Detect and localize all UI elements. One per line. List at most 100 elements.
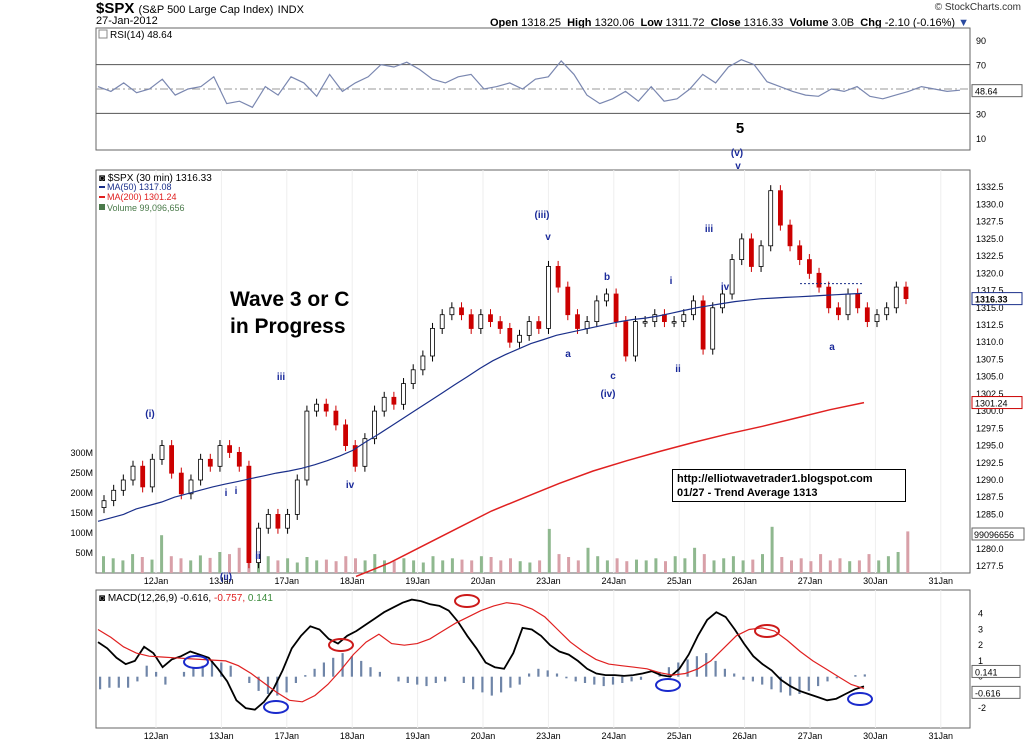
macd-histogram-bar	[444, 676, 447, 682]
rsi-tick-label: 70	[976, 61, 986, 71]
price-candle	[594, 300, 600, 322]
macd-histogram-bar	[192, 667, 195, 677]
macd-histogram-bar	[332, 657, 335, 677]
low-value: 1311.72	[665, 17, 705, 29]
macd-histogram-bar	[826, 676, 829, 682]
price-candle	[497, 321, 503, 329]
price-tick-label: 1287.5	[976, 492, 1004, 502]
macd-panel-frame	[95, 589, 971, 729]
macd-histogram-bar	[621, 676, 624, 683]
volume-bar	[896, 552, 900, 573]
annotation-url[interactable]: http://elliotwavetrader1.blogspot.com	[677, 473, 873, 485]
volume-bar	[189, 560, 193, 573]
price-candle	[797, 245, 803, 261]
macd-x-tick-label: 30Jan	[863, 731, 888, 741]
macd-x-tick-label: 18Jan	[340, 731, 365, 741]
macd-histogram-bar	[322, 662, 325, 677]
volume-bar	[596, 556, 600, 573]
macd-histogram-bar	[537, 668, 540, 677]
chart-date: 27-Jan-2012	[96, 15, 158, 27]
price-tick-label: 1307.5	[976, 354, 1004, 364]
price-candle	[140, 465, 146, 488]
price-candle	[352, 445, 358, 467]
macd-histogram-bar	[546, 670, 549, 677]
volume-bar	[160, 535, 164, 573]
price-candle	[758, 245, 764, 267]
volume-legend-swatch	[99, 204, 105, 210]
wave-label: a	[829, 342, 835, 353]
wave-label: (iv)	[601, 389, 616, 400]
wave-label: iv	[721, 282, 730, 293]
macd-histogram-bar	[99, 676, 102, 690]
price-candle	[845, 293, 851, 316]
macd-histogram-bar	[583, 676, 587, 683]
price-candle	[507, 327, 513, 343]
volume-bar	[441, 560, 445, 573]
volume-bar	[266, 556, 270, 573]
crossover-ellipse	[847, 692, 873, 706]
volume-bar	[518, 561, 522, 573]
volume-bar	[169, 556, 173, 573]
price-x-tick-label: 20Jan	[471, 576, 496, 586]
price-candle	[671, 321, 677, 324]
macd-histogram-bar	[798, 676, 801, 694]
price-tick-label: 1320.0	[976, 268, 1004, 278]
volume-bar	[586, 547, 590, 573]
price-candle	[101, 500, 107, 509]
macd-histogram-bar	[779, 676, 782, 693]
volume-bar	[412, 560, 416, 573]
price-candle	[420, 355, 426, 371]
macd-histogram-bar	[397, 676, 400, 682]
macd-histogram-bar	[210, 660, 214, 677]
price-candle	[439, 314, 445, 329]
price-candle	[903, 286, 909, 300]
volume-bar	[886, 556, 890, 573]
macd-histogram-bar	[733, 673, 736, 677]
volume-value: 3.0B	[831, 17, 855, 29]
macd-histogram-bar	[714, 660, 717, 677]
macd-line	[97, 598, 865, 711]
volume-bar	[198, 555, 202, 573]
macd-histogram-bar	[378, 671, 381, 677]
crossover-ellipse	[328, 638, 354, 652]
close-label: Close	[710, 17, 741, 29]
open-value: 1318.25	[521, 17, 561, 29]
price-flag	[971, 292, 1023, 306]
volume-bar	[218, 552, 222, 573]
volume-bar	[470, 560, 474, 573]
symbol: $SPX	[96, 0, 135, 17]
high-value: 1320.06	[594, 17, 635, 29]
macd-legend-main: ◙ MACD(12,26,9) -0.616,	[99, 593, 214, 604]
price-candle	[217, 445, 223, 467]
price-candle	[739, 238, 745, 260]
volume-tick-label: 150M	[70, 508, 93, 518]
macd-histogram-bar	[639, 676, 643, 680]
brand-logo: © StockCharts.com	[934, 2, 1021, 13]
macd-histogram-bar	[611, 676, 615, 685]
price-tick-label: 1297.5	[976, 423, 1004, 433]
macd-tick-label: 2	[978, 640, 983, 650]
price-tick-label: 1305.0	[976, 372, 1004, 382]
macd-histogram-bar	[705, 653, 708, 677]
price-candle	[130, 465, 136, 481]
wave-title-annotation: Wave 3 or C in Progress	[230, 288, 350, 338]
macd-legend: ◙ MACD(12,26,9) -0.616, -0.757, 0.141	[99, 593, 273, 604]
price-candle	[633, 321, 638, 357]
volume-tick-label: 50M	[75, 548, 93, 558]
macd-histogram-bar	[723, 668, 726, 677]
wave-label: ii	[255, 551, 261, 562]
price-candle	[893, 286, 899, 309]
price-candle	[285, 514, 291, 529]
volume-bar	[877, 560, 881, 573]
volume-bar	[208, 557, 212, 573]
macd-histogram-bar	[220, 662, 223, 677]
wave-label: ii	[255, 551, 261, 562]
price-tick-label: 1310.0	[976, 337, 1004, 347]
price-candle	[188, 479, 194, 495]
price-candle	[604, 293, 609, 302]
volume-bar	[625, 561, 629, 573]
dropdown-icon[interactable]: ▼	[958, 17, 969, 29]
macd-histogram-bar	[425, 676, 428, 687]
volume-bar	[295, 562, 299, 573]
wave-label: iv	[346, 480, 355, 491]
